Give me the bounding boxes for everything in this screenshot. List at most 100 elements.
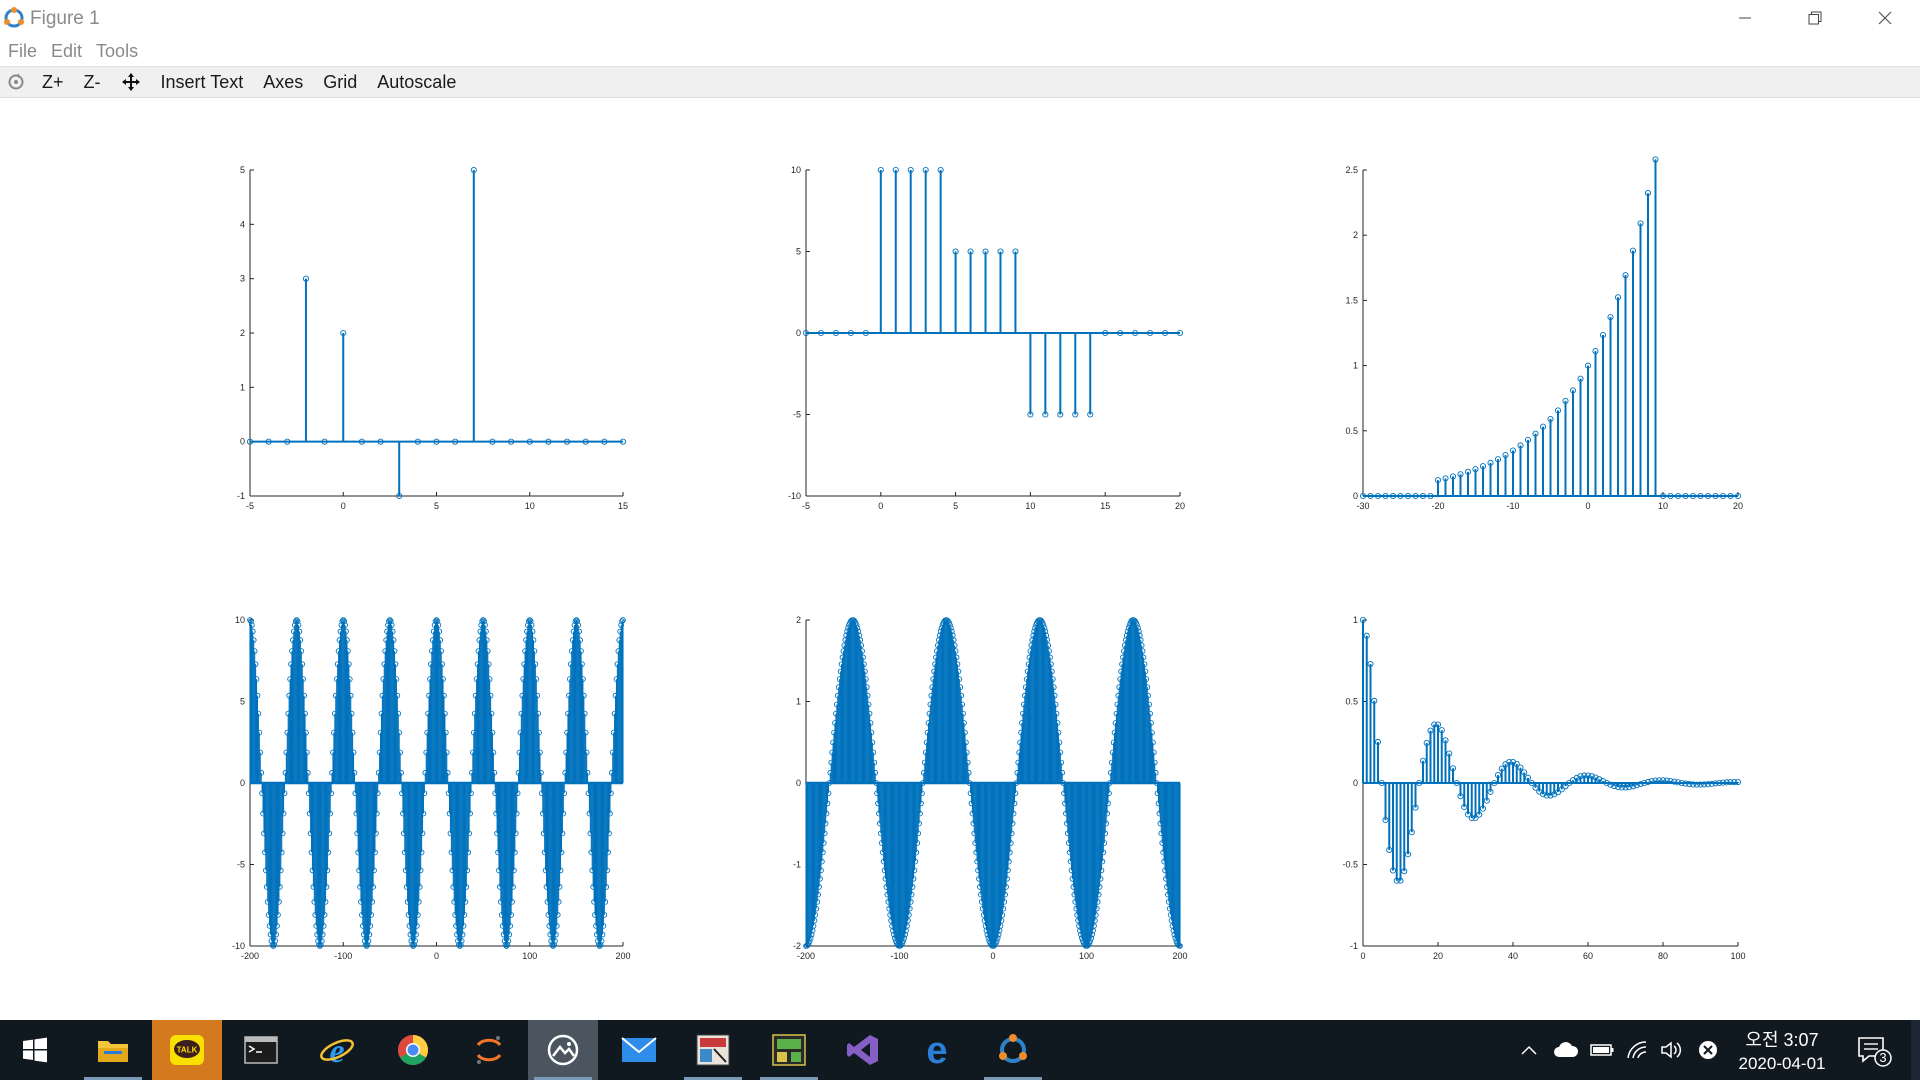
stem-marker: [507, 922, 514, 929]
stem-marker: [1150, 739, 1156, 746]
pan-button[interactable]: [121, 72, 141, 92]
clock-date[interactable]: 2020-04-01: [1738, 1054, 1826, 1073]
stem-marker: [367, 922, 374, 929]
show-hidden-icons-button[interactable]: [1516, 1020, 1542, 1080]
stem-plot-1: -5 0 5 10 15 -1 0 1 2 3 4 5: [237, 165, 628, 511]
stem-marker: [1104, 810, 1110, 817]
stem-marker: [1483, 797, 1490, 804]
taskbar-chrome[interactable]: [378, 1020, 448, 1080]
stem-marker: [957, 684, 964, 691]
stem-marker: [877, 166, 884, 174]
taskbar-kakaotalk[interactable]: TALK: [152, 1020, 222, 1080]
stem-marker: [1150, 749, 1157, 756]
close-button[interactable]: [1850, 0, 1920, 36]
battery-button[interactable]: [1588, 1020, 1616, 1080]
taskbar-terminal[interactable]: [226, 1020, 296, 1080]
wifi-icon: [1627, 1041, 1647, 1059]
stem-marker: [1644, 190, 1652, 197]
taskbar-photos[interactable]: [528, 1020, 598, 1080]
stem-marker: [437, 637, 444, 644]
network-button[interactable]: [1624, 1020, 1652, 1080]
stem-marker: [1057, 411, 1064, 418]
menu-edit[interactable]: Edit: [51, 40, 83, 61]
minimize-button[interactable]: [1710, 0, 1780, 36]
stem-marker: [582, 729, 589, 736]
stem-marker: [912, 858, 919, 865]
rotate-icon[interactable]: [6, 72, 26, 92]
stem-marker: [870, 749, 877, 756]
stem-marker: [965, 769, 972, 776]
x-tick-label: 100: [1079, 951, 1094, 961]
stem-marker: [907, 166, 914, 174]
stem-marker: [1607, 314, 1614, 321]
taskbar-file-explorer[interactable]: [78, 1020, 148, 1080]
stem-marker: [994, 935, 1001, 941]
taskbar-app-a[interactable]: [678, 1020, 748, 1080]
insert-text-button[interactable]: Insert Text: [160, 71, 244, 92]
onedrive-button[interactable]: [1552, 1020, 1580, 1080]
status-x-button[interactable]: [1694, 1020, 1722, 1080]
stem-marker: [954, 661, 961, 668]
stem-marker: [813, 905, 820, 912]
stem-marker: [819, 858, 825, 865]
taskbar-octave[interactable]: [978, 1020, 1048, 1080]
taskbar-mail[interactable]: [604, 1020, 674, 1080]
axes-button[interactable]: Axes: [263, 71, 304, 92]
battery-icon: [1590, 1044, 1614, 1056]
x-tick-label: 20: [1733, 501, 1743, 511]
stem-marker: [1042, 628, 1049, 635]
stem-marker: [484, 648, 491, 654]
stem-marker: [1137, 637, 1144, 644]
action-center-button[interactable]: 3: [1848, 1020, 1898, 1080]
clock-time[interactable]: 오전 3:07: [1745, 1030, 1819, 1050]
stem-marker: [1047, 654, 1053, 661]
stem-marker: [1626, 784, 1633, 791]
stem-marker: [1592, 348, 1599, 355]
start-button[interactable]: [0, 1020, 70, 1080]
taskbar-visual-studio[interactable]: [828, 1020, 898, 1080]
stem-marker: [304, 769, 311, 776]
stem-marker: [440, 676, 446, 682]
menu-bar: File Edit Tools: [0, 38, 1920, 64]
stem-marker: [1622, 272, 1629, 279]
stem-marker: [864, 692, 871, 699]
svg-text:e: e: [926, 1033, 947, 1067]
stem-marker: [255, 710, 262, 717]
stem-marker: [892, 166, 899, 174]
taskbar-jupyter[interactable]: [454, 1020, 524, 1080]
grid-button[interactable]: Grid: [323, 71, 358, 92]
stem-marker: [963, 749, 970, 756]
stem-marker: [1577, 375, 1584, 382]
taskbar-edge[interactable]: e: [902, 1020, 972, 1080]
y-tick-label: 2.5: [1345, 165, 1358, 175]
stem-marker: [917, 810, 923, 817]
menu-tools[interactable]: Tools: [96, 40, 139, 61]
zoom-in-button[interactable]: Z+: [42, 71, 64, 92]
restore-button[interactable]: [1780, 0, 1850, 36]
terminal-icon: [244, 1036, 278, 1064]
taskbar-internet-explorer[interactable]: e: [302, 1020, 372, 1080]
menu-file[interactable]: File: [8, 40, 38, 61]
stem-marker: [1671, 778, 1678, 785]
stem-marker: [1044, 637, 1051, 644]
stem-marker: [433, 617, 440, 623]
taskbar-app-b[interactable]: [754, 1020, 824, 1080]
stem-marker: [1010, 810, 1017, 817]
stem-marker: [391, 648, 398, 654]
stem-marker: [468, 790, 474, 797]
stem-marker: [605, 849, 611, 856]
stem-marker: [1539, 791, 1547, 798]
stem-marker: [394, 692, 401, 699]
stem-marker: [580, 692, 587, 699]
stem-marker: [470, 166, 477, 174]
stem-marker: [909, 884, 916, 890]
show-desktop-button[interactable]: [1911, 1020, 1920, 1080]
volume-button[interactable]: [1658, 1020, 1686, 1080]
autoscale-button[interactable]: Autoscale: [377, 71, 457, 92]
stem-marker: [1487, 788, 1494, 795]
stem-marker: [1052, 701, 1059, 708]
stem-marker: [1092, 917, 1098, 924]
stem-plot-5: -200 -100 0 100 200 -2 -1 0 1 2: [793, 615, 1188, 961]
zoom-out-button[interactable]: Z-: [83, 71, 101, 92]
stem-marker: [956, 676, 963, 682]
